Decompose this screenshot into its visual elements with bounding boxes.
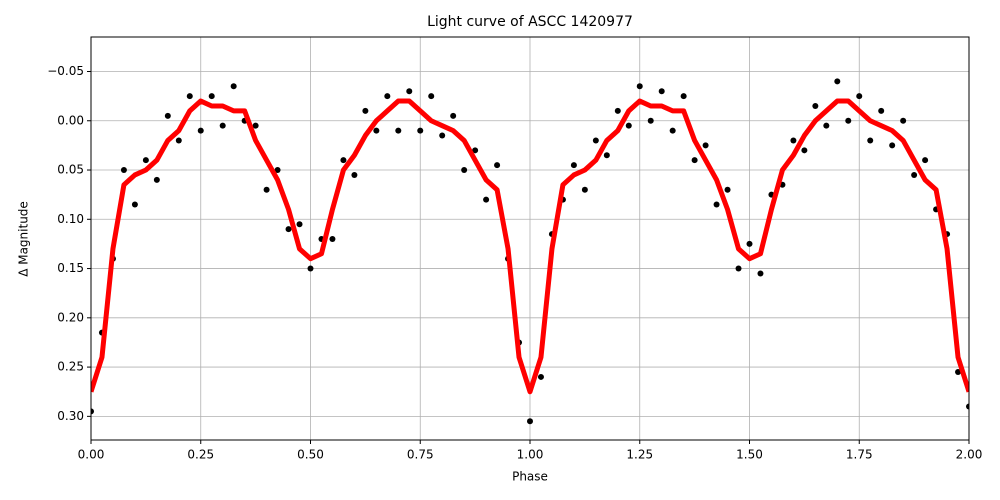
data-point	[428, 93, 435, 100]
data-point	[483, 196, 490, 203]
data-point	[790, 137, 797, 144]
x-tick-label: 2.00	[956, 448, 983, 462]
x-tick-label: 1.75	[846, 448, 873, 462]
data-point	[373, 127, 380, 134]
data-point	[570, 162, 577, 169]
data-point	[153, 176, 160, 183]
data-point	[845, 117, 852, 124]
data-point	[691, 157, 698, 164]
data-point	[131, 201, 138, 208]
data-point	[164, 112, 171, 119]
x-tick-label: 1.00	[517, 448, 544, 462]
data-point	[592, 137, 599, 144]
data-point	[955, 369, 962, 376]
data-point	[966, 403, 969, 410]
data-point	[230, 83, 237, 90]
data-point	[197, 127, 204, 134]
data-point	[801, 147, 808, 154]
plot-frame	[90, 36, 970, 441]
data-point	[856, 93, 863, 100]
data-point	[746, 240, 753, 247]
data-point	[263, 186, 270, 193]
y-tick-label: 0.00	[57, 113, 84, 127]
data-point	[889, 142, 896, 149]
data-point	[812, 102, 819, 109]
data-point	[680, 93, 687, 100]
data-point	[340, 157, 347, 164]
data-point	[329, 235, 336, 242]
data-point	[285, 226, 292, 233]
x-tick-label: 0.50	[297, 448, 324, 462]
data-point	[823, 122, 830, 129]
data-point	[351, 171, 358, 178]
data-point	[669, 127, 676, 134]
data-point	[384, 93, 391, 100]
x-tick-label: 1.25	[626, 448, 653, 462]
data-point	[647, 117, 654, 124]
data-point	[175, 137, 182, 144]
data-point	[91, 408, 94, 415]
data-point	[208, 93, 215, 100]
data-point	[450, 112, 457, 119]
data-point	[636, 83, 643, 90]
x-tick-label: 0.00	[78, 448, 105, 462]
data-point	[186, 93, 193, 100]
y-tick-label: 0.25	[57, 360, 84, 374]
y-tick-label: 0.30	[57, 409, 84, 423]
data-point	[922, 157, 929, 164]
chart-title: Light curve of ASCC 1420977	[427, 14, 633, 30]
data-point	[713, 201, 720, 208]
data-point	[614, 107, 621, 114]
data-point	[461, 167, 468, 174]
x-axis-label: Phase	[512, 470, 548, 484]
data-point	[735, 265, 742, 272]
data-point	[757, 270, 764, 277]
y-tick-label: 0.10	[57, 212, 84, 226]
data-point	[274, 167, 281, 174]
y-tick-label: −0.05	[47, 64, 84, 78]
data-point	[439, 132, 446, 139]
x-tick-label: 0.25	[187, 448, 214, 462]
data-point	[296, 221, 303, 228]
y-tick-label: 0.05	[57, 163, 84, 177]
data-point	[834, 78, 841, 85]
data-point	[625, 122, 632, 129]
data-point	[472, 147, 479, 154]
data-point	[494, 162, 501, 169]
fit-curve	[91, 98, 969, 395]
data-point	[362, 107, 369, 114]
data-point	[702, 142, 709, 149]
data-point	[537, 373, 544, 380]
data-point	[867, 137, 874, 144]
data-point	[911, 171, 918, 178]
data-point	[142, 157, 149, 164]
x-tick-label: 0.75	[407, 448, 434, 462]
data-point	[581, 186, 588, 193]
data-point	[603, 152, 610, 159]
y-axis-label: Δ Magnitude	[17, 201, 31, 277]
y-tick-label: 0.15	[57, 261, 84, 275]
x-tick-label: 1.50	[736, 448, 763, 462]
data-point	[406, 88, 413, 95]
data-point	[724, 186, 731, 193]
y-tick-label: 0.20	[57, 310, 84, 324]
data-point	[900, 117, 907, 124]
data-point	[307, 265, 314, 272]
plot-area	[91, 78, 969, 425]
data-point	[252, 122, 259, 129]
data-point	[219, 122, 226, 129]
data-point	[658, 88, 665, 95]
data-point	[395, 127, 402, 134]
data-point	[878, 107, 885, 114]
data-point	[527, 418, 533, 425]
data-point	[120, 167, 127, 174]
data-point	[417, 127, 424, 134]
